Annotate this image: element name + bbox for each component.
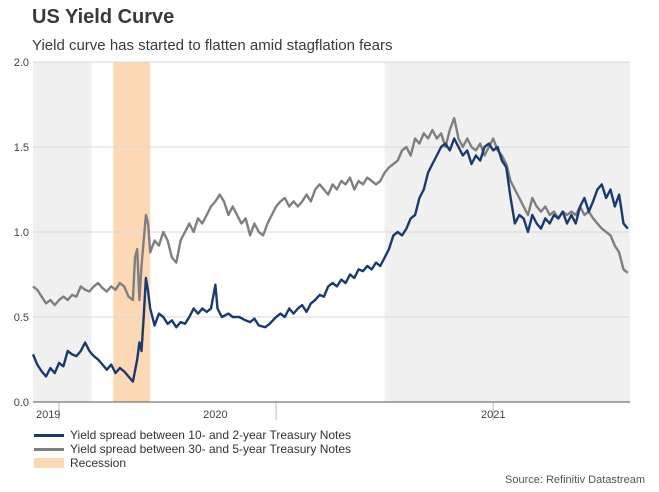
series-line-0 [31,137,629,383]
x-tick-label: 2019 [36,409,60,421]
legend-swatch-30-5 [34,447,64,451]
legend-item-recession: Recession [34,456,351,470]
axis-layer: 0.0 0.5 1.0 1.5 2.0 2019 2020 2021 [14,57,630,421]
series-layer [31,116,629,383]
x-tick-label: 2020 [203,409,227,421]
y-tick-label: 1.0 [14,227,29,239]
y-tick-label: 0.5 [14,312,29,324]
legend-label-10-2: Yield spread between 10- and 2-year Trea… [70,428,352,442]
legend-swatch-recession [34,458,64,468]
series-line-1 [32,116,629,307]
y-tick-label: 2.0 [14,57,29,69]
legend-item-10-2: Yield spread between 10- and 2-year Trea… [34,428,351,442]
legend-item-30-5: Yield spread between 30- and 5-year Trea… [34,442,351,456]
legend-swatch-10-2 [34,433,64,437]
y-tick-label: 1.5 [14,142,29,154]
source-note: Source: Refinitiv Datastream [505,474,645,486]
page-title: US Yield Curve [32,6,175,28]
legend: Yield spread between 10- and 2-year Trea… [34,428,351,470]
x-tick-label: 2021 [481,409,505,421]
legend-label-recession: Recession [70,456,127,470]
y-tick-label: 0.0 [14,397,29,409]
page-subtitle: Yield curve has started to flatten amid … [32,37,393,54]
legend-label-30-5: Yield spread between 30- and 5-year Trea… [70,442,352,456]
